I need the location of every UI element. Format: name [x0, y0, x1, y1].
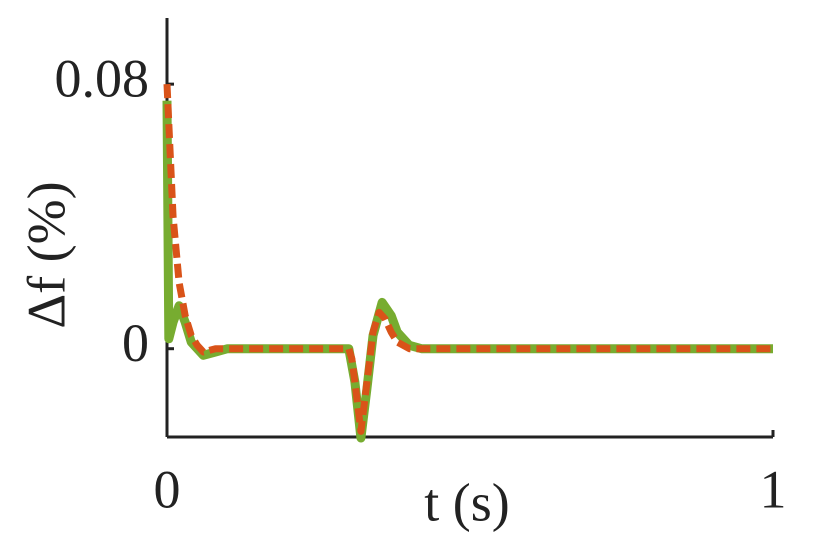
x-tick-label: 1 [760, 459, 787, 519]
x-axis-label: t (s) [424, 472, 509, 532]
y-tick-label: 0.08 [55, 49, 150, 109]
x-tick-label: 0 [154, 459, 181, 519]
line-series [163, 83, 773, 435]
y-axis-label: Δf (%) [16, 181, 76, 328]
line-series [162, 100, 773, 443]
y-tick-label: 0 [122, 313, 149, 373]
